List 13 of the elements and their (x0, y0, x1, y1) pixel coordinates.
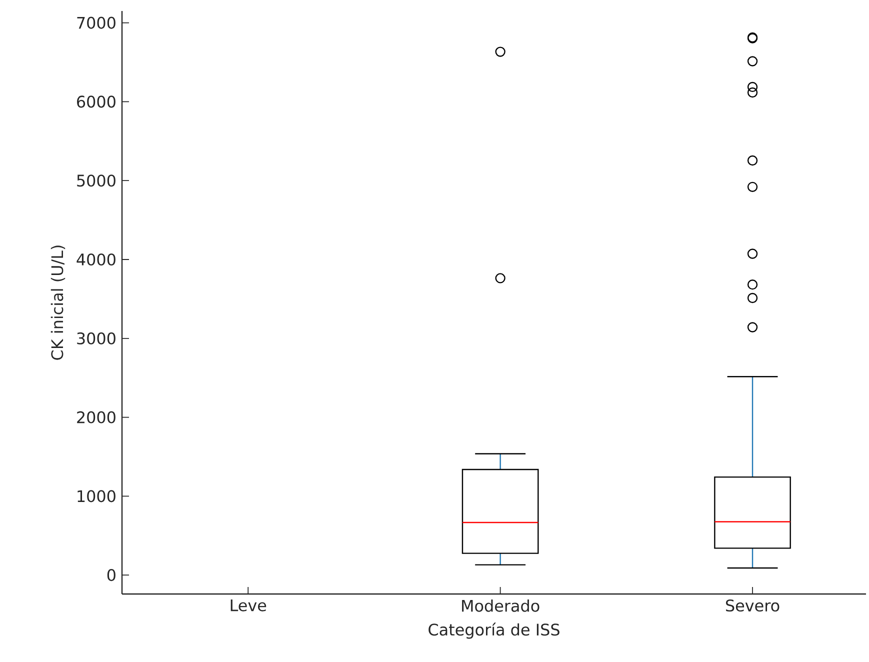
y-tick-label: 7000 (77, 16, 116, 29)
y-tick-label: 1000 (78, 490, 116, 502)
y-tick-label: 0 (107, 569, 116, 582)
x-axis-title: Categoría de ISS (428, 622, 560, 639)
y-tick-label: 3000 (77, 332, 116, 344)
x-tick-label: Leve (230, 600, 266, 612)
y-axis-title: CK inicial (U/L) (50, 246, 66, 360)
y-tick-label: 4000 (76, 253, 116, 266)
y-tick-label: 6000 (77, 96, 116, 108)
x-tick-label: Severo (726, 600, 780, 612)
y-tick-label: 2000 (77, 411, 116, 424)
y-tick-label: 5000 (77, 174, 116, 187)
x-tick-label: Moderado (462, 600, 540, 612)
